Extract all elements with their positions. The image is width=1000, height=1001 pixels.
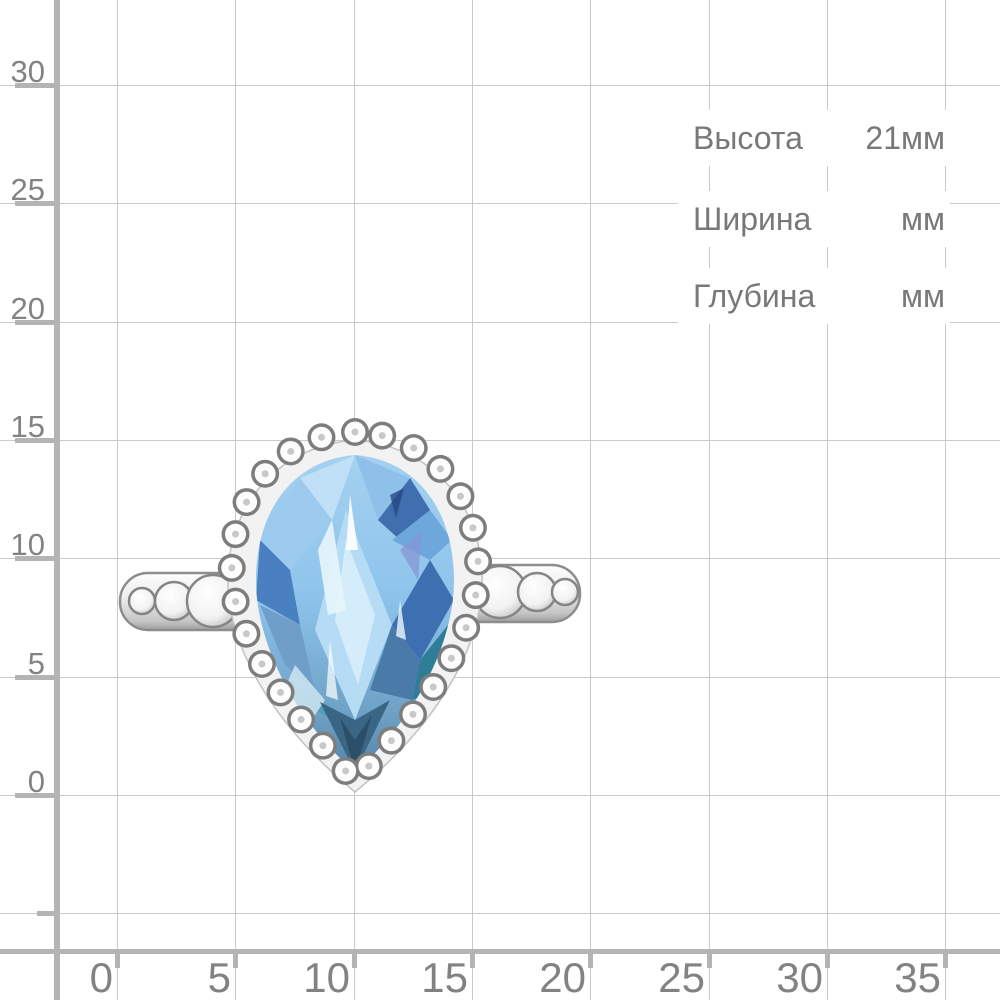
y-axis-label: 30	[10, 54, 45, 89]
grid-hline	[0, 203, 1000, 204]
x-axis-label: 5	[207, 954, 231, 1001]
y-axis-label: 10	[10, 527, 45, 562]
x-axis-line	[0, 949, 1000, 954]
x-axis-tick	[588, 954, 593, 968]
bead-halo	[217, 417, 493, 802]
grid-hline	[0, 913, 1000, 914]
grid-vline	[945, 0, 946, 1000]
grid-hline	[0, 440, 1000, 441]
y-axis-tick	[15, 556, 55, 561]
x-axis-label: 15	[421, 954, 468, 1001]
x-axis-tick	[115, 954, 120, 968]
grid-hline	[0, 677, 1000, 678]
grid-hline	[0, 322, 1000, 323]
y-axis-label: 25	[10, 172, 45, 207]
grid-hline	[0, 795, 1000, 796]
measurement-value: мм	[901, 277, 945, 314]
x-axis-tick	[352, 954, 357, 968]
measurement-label: Ширина	[693, 200, 812, 237]
x-axis-label: 35	[894, 954, 941, 1001]
grid-vline	[709, 0, 710, 1000]
y-axis-label: 15	[10, 409, 45, 444]
y-axis-tick	[15, 201, 55, 206]
grid-vline	[590, 0, 591, 1000]
measurement-value: 21мм	[865, 119, 945, 156]
x-axis-label: 10	[303, 954, 350, 1001]
x-axis-tick	[825, 954, 830, 968]
grid-vline	[827, 0, 828, 1000]
y-axis-tick	[37, 911, 55, 916]
y-axis-tick	[15, 438, 55, 443]
measurement-row: Высота 21мм	[678, 110, 950, 166]
y-axis-tick	[15, 793, 55, 798]
y-axis-tick	[15, 320, 55, 325]
measurement-row: Ширина мм	[678, 191, 950, 247]
grid-hline	[0, 558, 1000, 559]
x-axis-tick	[233, 954, 238, 968]
grid-vline	[117, 0, 118, 1000]
ring-photo	[118, 417, 582, 802]
y-axis-label: 20	[10, 291, 45, 326]
y-axis-label: 5	[27, 646, 45, 681]
measurement-label: Глубина	[693, 277, 816, 314]
y-axis-label: 0	[27, 764, 45, 799]
x-axis-label: 25	[658, 954, 705, 1001]
measurement-label: Высота	[693, 119, 803, 156]
x-axis-tick	[707, 954, 712, 968]
x-axis-label: 0	[89, 954, 113, 1001]
y-axis-tick	[15, 675, 55, 680]
grid-hline	[0, 85, 1000, 86]
x-axis-label: 20	[539, 954, 586, 1001]
y-axis-tick	[15, 83, 55, 88]
measurement-row: Глубина мм	[678, 268, 950, 324]
y-axis-line	[54, 0, 60, 1000]
x-axis-label: 30	[776, 954, 823, 1001]
x-axis-tick	[470, 954, 475, 968]
x-axis-tick	[943, 954, 948, 968]
measurement-value: мм	[901, 200, 945, 237]
